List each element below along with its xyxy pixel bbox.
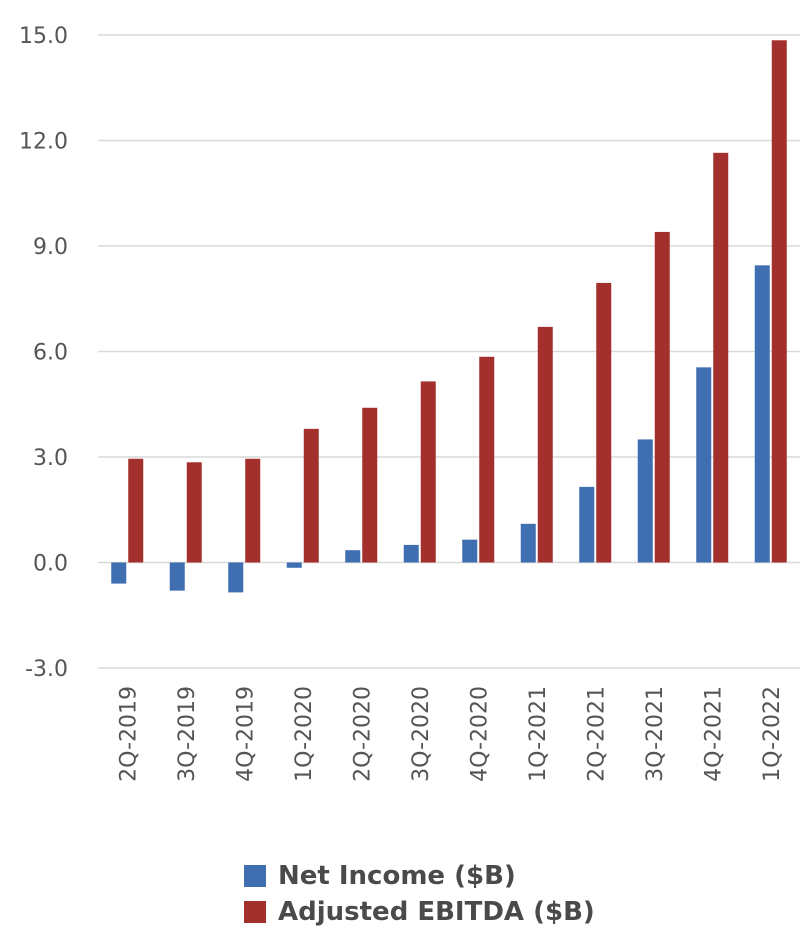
- legend-swatch-adjusted-ebitda: [244, 901, 266, 923]
- y-tick-label: 15.0: [19, 24, 68, 49]
- bar-adjusted-ebitda: [771, 40, 787, 563]
- y-tick-label: 3.0: [33, 446, 68, 471]
- legend-label-adjusted-ebitda: Adjusted EBITDA ($B): [278, 897, 595, 927]
- bar-net-income: [286, 562, 302, 568]
- x-tick-label: 1Q-2021: [526, 686, 551, 782]
- bar-adjusted-ebitda: [303, 428, 319, 563]
- y-axis: 15.0 12.0 9.0 6.0 3.0 0.0 -3.0: [19, 24, 68, 682]
- bars: [111, 40, 787, 593]
- x-tick-label: 3Q-2019: [175, 686, 200, 782]
- x-tick-label: 1Q-2022: [760, 686, 785, 782]
- gridlines: [98, 34, 800, 669]
- bar-adjusted-ebitda: [654, 231, 670, 563]
- x-tick-label: 4Q-2019: [233, 686, 258, 782]
- bar-net-income: [637, 439, 653, 563]
- x-tick-label: 4Q-2021: [701, 686, 726, 782]
- y-tick-label: 0.0: [33, 552, 68, 577]
- bar-net-income: [111, 562, 127, 584]
- legend: Net Income ($B) Adjusted EBITDA ($B): [244, 858, 595, 930]
- y-tick-label: 12.0: [19, 130, 68, 155]
- bar-adjusted-ebitda: [713, 152, 729, 563]
- bar-net-income: [228, 562, 244, 593]
- bar-net-income: [462, 539, 478, 563]
- x-tick-label: 3Q-2020: [409, 686, 434, 782]
- legend-swatch-net-income: [244, 865, 266, 887]
- y-tick-label: 6.0: [33, 341, 68, 366]
- x-tick-label: 1Q-2020: [292, 686, 317, 782]
- bar-net-income: [169, 562, 185, 591]
- bar-net-income: [520, 523, 536, 563]
- bar-adjusted-ebitda: [245, 458, 261, 563]
- legend-label-net-income: Net Income ($B): [278, 861, 516, 891]
- bar-adjusted-ebitda: [186, 462, 202, 563]
- bar-adjusted-ebitda: [596, 282, 612, 563]
- bar-net-income: [345, 550, 361, 563]
- bar-net-income: [403, 544, 419, 563]
- y-tick-label: 9.0: [33, 235, 68, 260]
- bar-net-income: [754, 265, 770, 563]
- bar-adjusted-ebitda: [479, 356, 495, 563]
- bar-net-income: [579, 486, 595, 563]
- legend-item-net-income: Net Income ($B): [244, 858, 595, 894]
- x-axis: 2Q-2019 3Q-2019 4Q-2019 1Q-2020 2Q-2020 3Q-20…: [116, 686, 785, 782]
- y-tick-label: -3.0: [25, 657, 68, 682]
- bar-adjusted-ebitda: [128, 458, 144, 563]
- bar-net-income: [696, 367, 712, 563]
- x-tick-label: 3Q-2021: [643, 686, 668, 782]
- x-tick-label: 2Q-2021: [584, 686, 609, 782]
- bar-adjusted-ebitda: [362, 407, 378, 563]
- x-tick-label: 2Q-2020: [350, 686, 375, 782]
- legend-item-adjusted-ebitda: Adjusted EBITDA ($B): [244, 894, 595, 930]
- bar-chart: 15.0 12.0 9.0 6.0 3.0 0.0 -3.0 2Q-2019 3Q-2019 4…: [19, 24, 800, 782]
- bar-adjusted-ebitda: [537, 326, 553, 563]
- x-tick-label: 4Q-2020: [467, 686, 492, 782]
- bar-adjusted-ebitda: [420, 381, 436, 563]
- x-tick-label: 2Q-2019: [116, 686, 141, 782]
